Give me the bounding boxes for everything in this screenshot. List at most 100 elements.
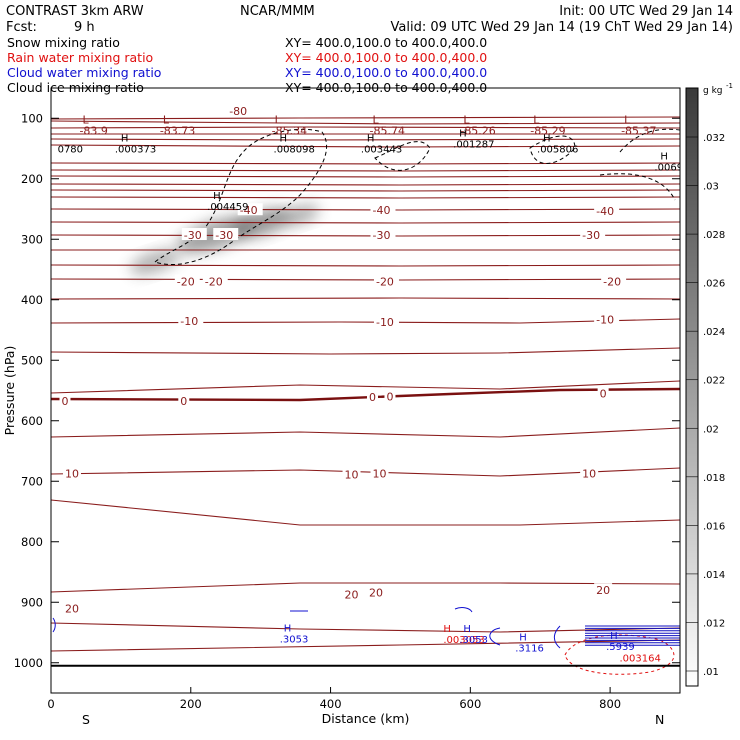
snow-max-value: 0780 (58, 145, 83, 156)
colorbar-tick-label: .026 (703, 279, 725, 290)
cloud-water-contour (489, 625, 561, 649)
contour-label-bg (594, 312, 620, 325)
y-tick-label: 300 (21, 232, 43, 246)
low-marker: L (275, 113, 282, 126)
contour-label-bg (370, 466, 389, 479)
temperature-contour (51, 189, 680, 192)
colorbar-tick-label: .024 (703, 327, 725, 338)
legend-field-name: Rain water mixing ratio (7, 50, 153, 65)
temperature-contour (51, 116, 680, 120)
low-marker: L (533, 113, 540, 126)
contour-label-bg (597, 386, 609, 399)
snow-max-marker: H (280, 134, 288, 145)
low-value: -83.73 (160, 124, 195, 137)
forecast-hour: 9 h (74, 20, 95, 35)
snow-max-value: .004459 (207, 202, 248, 213)
contour-label-bg (601, 274, 627, 287)
temperature-label: -10 (180, 315, 198, 328)
low-value: -85.34 (272, 124, 307, 137)
colorbar-unit-exponent: -1 (726, 82, 733, 90)
temperature-contour (51, 120, 680, 125)
y-tick-label: 600 (21, 414, 43, 428)
temperature-contour (51, 162, 680, 165)
cloud-water-contour (454, 607, 473, 613)
temperature-contour (51, 144, 680, 148)
temperature-contour (51, 318, 680, 324)
temperature-label: -10 (376, 316, 394, 329)
temperature-label: 20 (596, 584, 610, 597)
contour-label-bg (62, 466, 81, 479)
x-tick-label: 200 (180, 697, 202, 711)
temperature-label: 0 (386, 391, 393, 404)
snow-contour (599, 173, 676, 201)
low-value: -83.9 (79, 124, 107, 137)
low-marker: L (463, 113, 470, 126)
temperature-contour (51, 582, 680, 593)
snow-contour (619, 128, 680, 153)
contour-label-bg (594, 203, 620, 216)
snow-max-value: .003443 (361, 145, 402, 156)
temperature-contour (51, 264, 680, 267)
y-tick-label: 400 (21, 293, 43, 307)
snow-max-marker: H (543, 134, 551, 145)
cloud-water-max-marker: H (284, 624, 292, 635)
snow-max-value: .00697 (654, 163, 689, 174)
cloud-water-max-value: .3053 (280, 635, 309, 646)
temperature-label: -80 (229, 105, 247, 118)
snow-max-marker: H (213, 191, 221, 202)
contour-label-bg (370, 228, 396, 241)
colorbar-tick-label: .016 (703, 521, 725, 532)
colorbar-tick-label: .02 (703, 424, 719, 435)
cloud-water-max-value: .3053 (459, 635, 488, 646)
cloud-water-max-marker: H (519, 633, 527, 644)
north-label: N (655, 712, 664, 727)
low-value: -85.26 (460, 124, 495, 137)
rain-max-value: .003053 (443, 635, 484, 646)
legend-field-name: Cloud water mixing ratio (7, 65, 161, 80)
rain-max-value: .003164 (619, 653, 660, 664)
cloud-water-max-value: .3116 (515, 644, 544, 655)
contour-label-bg (342, 467, 361, 480)
temperature-label: -30 (215, 229, 233, 242)
low-value: -85.74 (369, 124, 404, 137)
contour-label-bg (384, 389, 396, 402)
snow-max-value: .008098 (274, 145, 315, 156)
colorbar: .01 .012 .014 .016 .018 .02 .022 .024 .026 .028 .0… (685, 82, 733, 687)
low-marker: L (372, 113, 379, 126)
colorbar-tick-label: .028 (703, 230, 725, 241)
temperature-label: 0 (600, 388, 607, 401)
south-label: S (82, 712, 90, 727)
model-title: CONTRAST 3km ARW (6, 4, 144, 19)
temperature-label: 0 (180, 395, 187, 408)
temperature-label: 20 (65, 602, 79, 615)
colorbar-tick-label: .012 (703, 618, 725, 629)
y-tick-label: 1000 (14, 656, 43, 670)
contour-label-bg (373, 274, 399, 287)
temperature-label: -40 (240, 204, 258, 217)
temperature-label: 10 (65, 467, 79, 480)
contour-label-bg (62, 601, 81, 614)
y-tick-label: 800 (21, 535, 43, 549)
temperature-contour (51, 499, 680, 526)
contour-label-bg (227, 103, 253, 116)
rain-contour (564, 634, 675, 675)
contour-label-bg (366, 390, 378, 403)
colorbar-bar (685, 87, 699, 687)
snow-max-marker: H (367, 134, 375, 145)
temperature-contour (51, 175, 680, 178)
legend-field-name: Snow mixing ratio (7, 35, 120, 50)
snow-max-value: .000373 (115, 145, 156, 156)
temperature-label: -20 (177, 276, 195, 289)
cloud-water-max-marker: H (463, 624, 471, 635)
temperature-contour (51, 278, 680, 281)
temperature-contour (51, 196, 680, 199)
x-tick-label: 600 (459, 697, 481, 711)
legend-section-coords: XY= 400.0,100.0 to 400.0,400.0 (285, 50, 487, 65)
contour-label-bg (580, 228, 606, 241)
snow-max-marker: H (660, 152, 668, 163)
contour-label-bg (594, 583, 613, 596)
x-tick-label: 0 (47, 697, 54, 711)
y-tick-label: 500 (21, 353, 43, 367)
